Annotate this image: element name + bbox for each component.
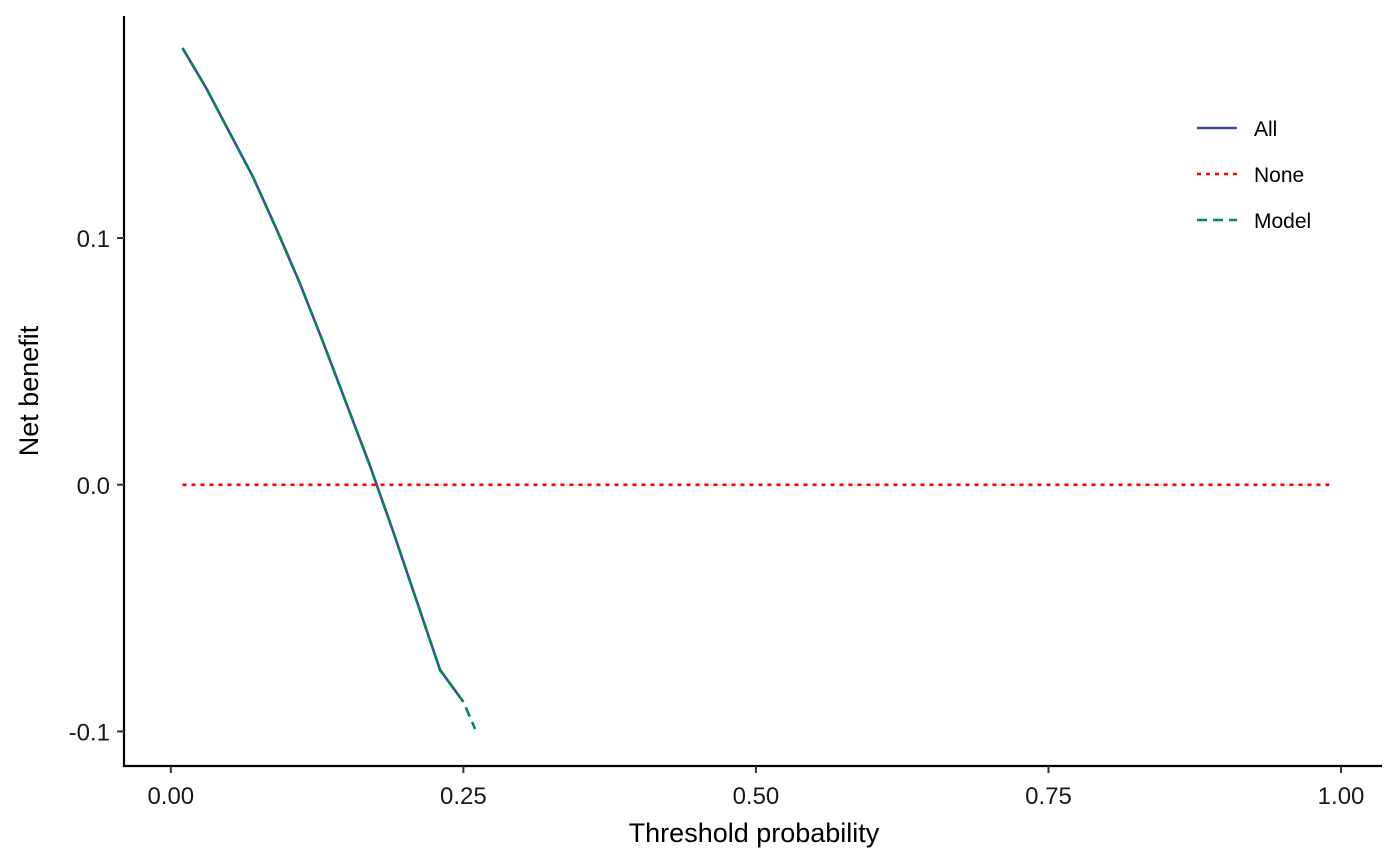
legend-label-all: All — [1254, 118, 1277, 141]
x-tick-label: 0.00 — [147, 783, 194, 810]
y-tick-label: -0.1 — [69, 719, 110, 746]
x-tick-label: 0.25 — [440, 783, 487, 810]
x-tick-label: 0.75 — [1025, 783, 1072, 810]
y-tick-label: 0.0 — [77, 473, 110, 500]
x-tick-label: 0.50 — [733, 783, 780, 810]
x-axis-ticks: 0.00 0.25 0.50 0.75 1.00 — [147, 766, 1364, 810]
legend-label-none: None — [1254, 164, 1304, 187]
plot-area: -0.1 0.0 0.1 0.00 0.25 0.50 0.75 1.00 — [69, 16, 1382, 810]
x-tick-label: 1.00 — [1318, 783, 1365, 810]
series-layer — [181, 47, 1330, 730]
y-tick-label: 0.1 — [77, 226, 110, 253]
y-axis-title: Net benefit — [14, 325, 44, 456]
legend-label-model: Model — [1254, 210, 1311, 233]
legend: All None Model — [1197, 118, 1311, 233]
series-line-all — [181, 47, 465, 703]
x-axis-title: Threshold probability — [629, 818, 880, 848]
y-axis-ticks: -0.1 0.0 0.1 — [69, 226, 124, 746]
series-line-model — [181, 47, 477, 730]
